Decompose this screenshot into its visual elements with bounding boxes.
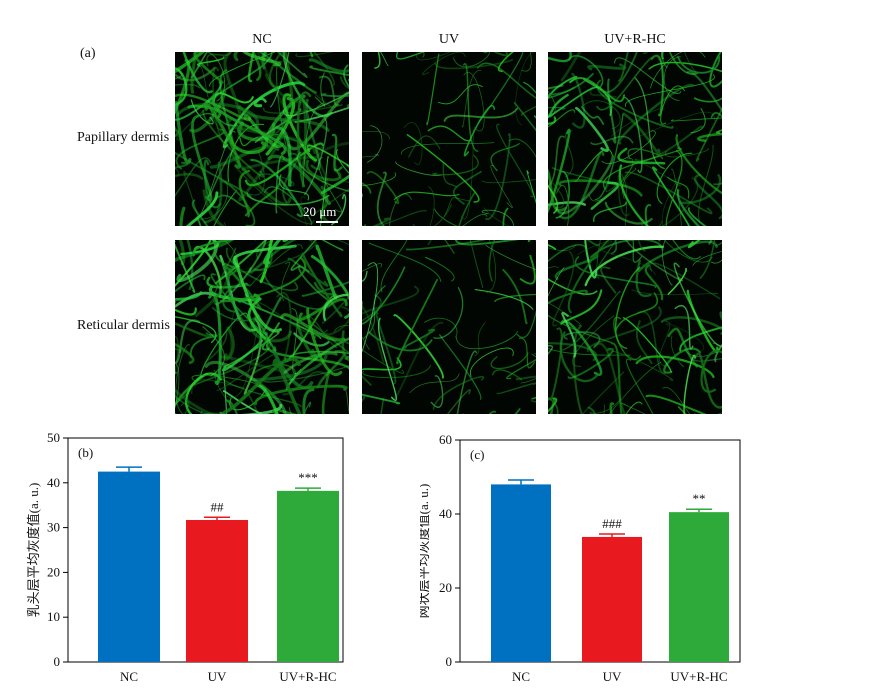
scale-bar-label: 20 μm bbox=[303, 204, 337, 219]
row-header-papillary: Papillary dermis bbox=[77, 130, 170, 145]
chart-b: 0 10 20 30 40 50 乳头层平均灰度值(a. u.) (b) NC ## UV *** UV… bbox=[0, 425, 420, 691]
row-header-reticular: Reticular dermis bbox=[77, 318, 170, 333]
column-header-nc: NC bbox=[252, 32, 272, 47]
y-tick-label: 20 bbox=[47, 564, 60, 579]
x-tick-label: UV+R-HC bbox=[279, 669, 336, 684]
x-tick-label: UV bbox=[208, 669, 227, 684]
significance-label: ### bbox=[602, 516, 622, 531]
x-tick-label: UV bbox=[603, 669, 622, 684]
y-axis-label: 网状层平均灰度值(a. u.) bbox=[420, 484, 431, 619]
bar-uv-r-hc bbox=[669, 512, 729, 662]
significance-label: ## bbox=[211, 499, 225, 514]
micrograph-papillary-uv bbox=[362, 52, 536, 226]
y-tick-label: 40 bbox=[47, 475, 60, 490]
x-tick-label: NC bbox=[512, 669, 530, 684]
micrograph-reticular-uv bbox=[362, 240, 536, 414]
column-header-uv: UV bbox=[438, 32, 460, 47]
panel-label: (c) bbox=[470, 447, 484, 462]
chart-c: 0 20 40 60 网状层平均灰度值(a. u.) (c) NC ### UV ** UV+R-H… bbox=[416, 425, 885, 691]
y-tick-label: 10 bbox=[47, 609, 60, 624]
x-tick-label: NC bbox=[120, 669, 138, 684]
micrograph-reticular-nc bbox=[175, 240, 349, 414]
y-axis-label: 乳头层平均灰度值(a. u.) bbox=[26, 483, 41, 618]
bar-nc bbox=[491, 484, 551, 662]
bar-uv bbox=[186, 519, 248, 662]
y-tick-label: 60 bbox=[439, 432, 452, 447]
bar-uv-r-hc bbox=[277, 490, 339, 662]
scale-bar-line bbox=[316, 221, 338, 223]
column-header-uv-rhc: UV+R-HC bbox=[604, 32, 666, 47]
y-tick-label: 50 bbox=[47, 430, 60, 445]
chart-c-svg: 0 20 40 60 网状层平均灰度值(a. u.) (c) NC ### UV ** UV+R-H… bbox=[416, 432, 741, 684]
y-tick-label: 20 bbox=[439, 580, 452, 595]
chart-b-svg: 0 10 20 30 40 50 乳头层平均灰度值(a. u.) (b) NC ## UV *** UV… bbox=[26, 430, 344, 684]
y-tick-label: 0 bbox=[54, 654, 61, 669]
panel-a-label: (a) bbox=[80, 46, 96, 61]
micrograph-reticular-uvrhc bbox=[548, 240, 722, 414]
y-tick-label: 0 bbox=[446, 654, 453, 669]
significance-label: ** bbox=[693, 491, 706, 506]
micrograph-papillary-uvrhc bbox=[548, 52, 722, 226]
significance-label: *** bbox=[298, 470, 318, 485]
y-tick-label: 40 bbox=[439, 506, 452, 521]
x-tick-label: UV+R-HC bbox=[670, 669, 727, 684]
bar-nc bbox=[98, 471, 160, 662]
bar-uv bbox=[582, 536, 642, 662]
panel-label: (b) bbox=[78, 445, 93, 460]
micrograph-papillary-nc bbox=[175, 52, 349, 226]
y-tick-label: 30 bbox=[47, 520, 60, 535]
